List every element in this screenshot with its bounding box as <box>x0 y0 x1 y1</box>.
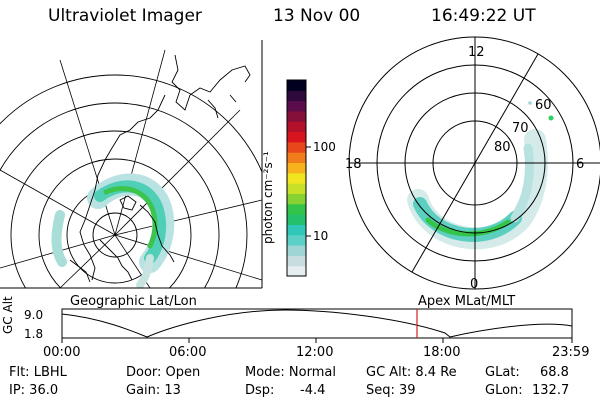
colorbar-band <box>287 172 306 184</box>
status-dsp-value: -4.4 <box>300 383 326 398</box>
date-label: 13 Nov 00 <box>273 6 361 26</box>
colorbar-band <box>287 80 306 91</box>
status-mode: Mode: Normal <box>245 365 336 380</box>
colorbar <box>287 80 306 277</box>
time-tick-2359: 23:59 <box>552 345 590 360</box>
geographic-map <box>0 49 262 288</box>
status-glon-label: GLon: <box>485 383 523 398</box>
status-filter: Flt: LBHL <box>9 365 67 380</box>
mlat-label-80: 80 <box>494 140 511 155</box>
timeline-y-tick-max: 9.0 <box>24 308 44 322</box>
status-seq: Seq: 39 <box>366 383 416 398</box>
time-label: 16:49:22 UT <box>431 6 536 26</box>
colorbar-band <box>287 90 306 102</box>
colorbar-band <box>287 100 306 112</box>
colorbar-band <box>287 131 306 143</box>
colorbar-band <box>287 265 306 277</box>
mlt-label-0: 0 <box>470 277 479 292</box>
colorbar-band <box>287 203 306 215</box>
mlt-label-18: 18 <box>345 157 362 172</box>
time-tick-0600: 06:00 <box>169 345 207 360</box>
status-ip: IP: 36.0 <box>9 383 59 398</box>
right-panel-caption: Apex MLat/MLT <box>418 294 516 309</box>
colorbar-band <box>287 141 306 153</box>
colorbar-unit-label: photon cm⁻²s⁻¹ <box>261 151 275 244</box>
colorbar-band <box>287 110 306 122</box>
colorbar-band <box>287 255 306 267</box>
colorbar-band <box>287 234 306 246</box>
status-dsp-label: Dsp: <box>245 383 275 398</box>
colorbar-band <box>287 245 306 256</box>
time-tick-1800: 18:00 <box>423 345 461 360</box>
colorbar-band <box>287 152 306 164</box>
instrument-title: Ultraviolet Imager <box>48 6 202 26</box>
colorbar-band <box>287 183 306 194</box>
colorbar-band <box>287 162 306 174</box>
status-glon-value: 132.7 <box>532 383 570 398</box>
colorbar-tick-10: 10 <box>313 229 329 243</box>
left-panel-caption: Geographic Lat/Lon <box>70 294 197 309</box>
timeline-axis-label: GC Alt <box>1 296 15 334</box>
status-gc-alt: GC Alt: 8.4 Re <box>366 365 457 380</box>
colorbar-tick-100: 100 <box>313 140 336 154</box>
time-tick-1200: 12:00 <box>296 345 334 360</box>
colorbar-band <box>287 214 306 225</box>
colorbar-band <box>287 121 306 133</box>
apex-polar-plot <box>348 36 600 290</box>
orbit-timeline <box>61 308 573 343</box>
status-glat-label: GLat: <box>485 365 520 380</box>
time-tick-0000: 00:00 <box>43 345 81 360</box>
timeline-y-tick-min: 1.8 <box>24 327 44 341</box>
status-gain: Gain: 13 <box>126 383 181 398</box>
colorbar-band <box>287 224 306 236</box>
mlat-label-70: 70 <box>512 121 529 136</box>
colorbar-band <box>287 193 306 205</box>
mlt-label-12: 12 <box>468 45 485 60</box>
mlat-label-60: 60 <box>535 98 552 113</box>
status-door: Door: Open <box>126 365 201 380</box>
status-glat-value: 68.8 <box>540 365 569 380</box>
mlt-label-6: 6 <box>576 157 585 172</box>
